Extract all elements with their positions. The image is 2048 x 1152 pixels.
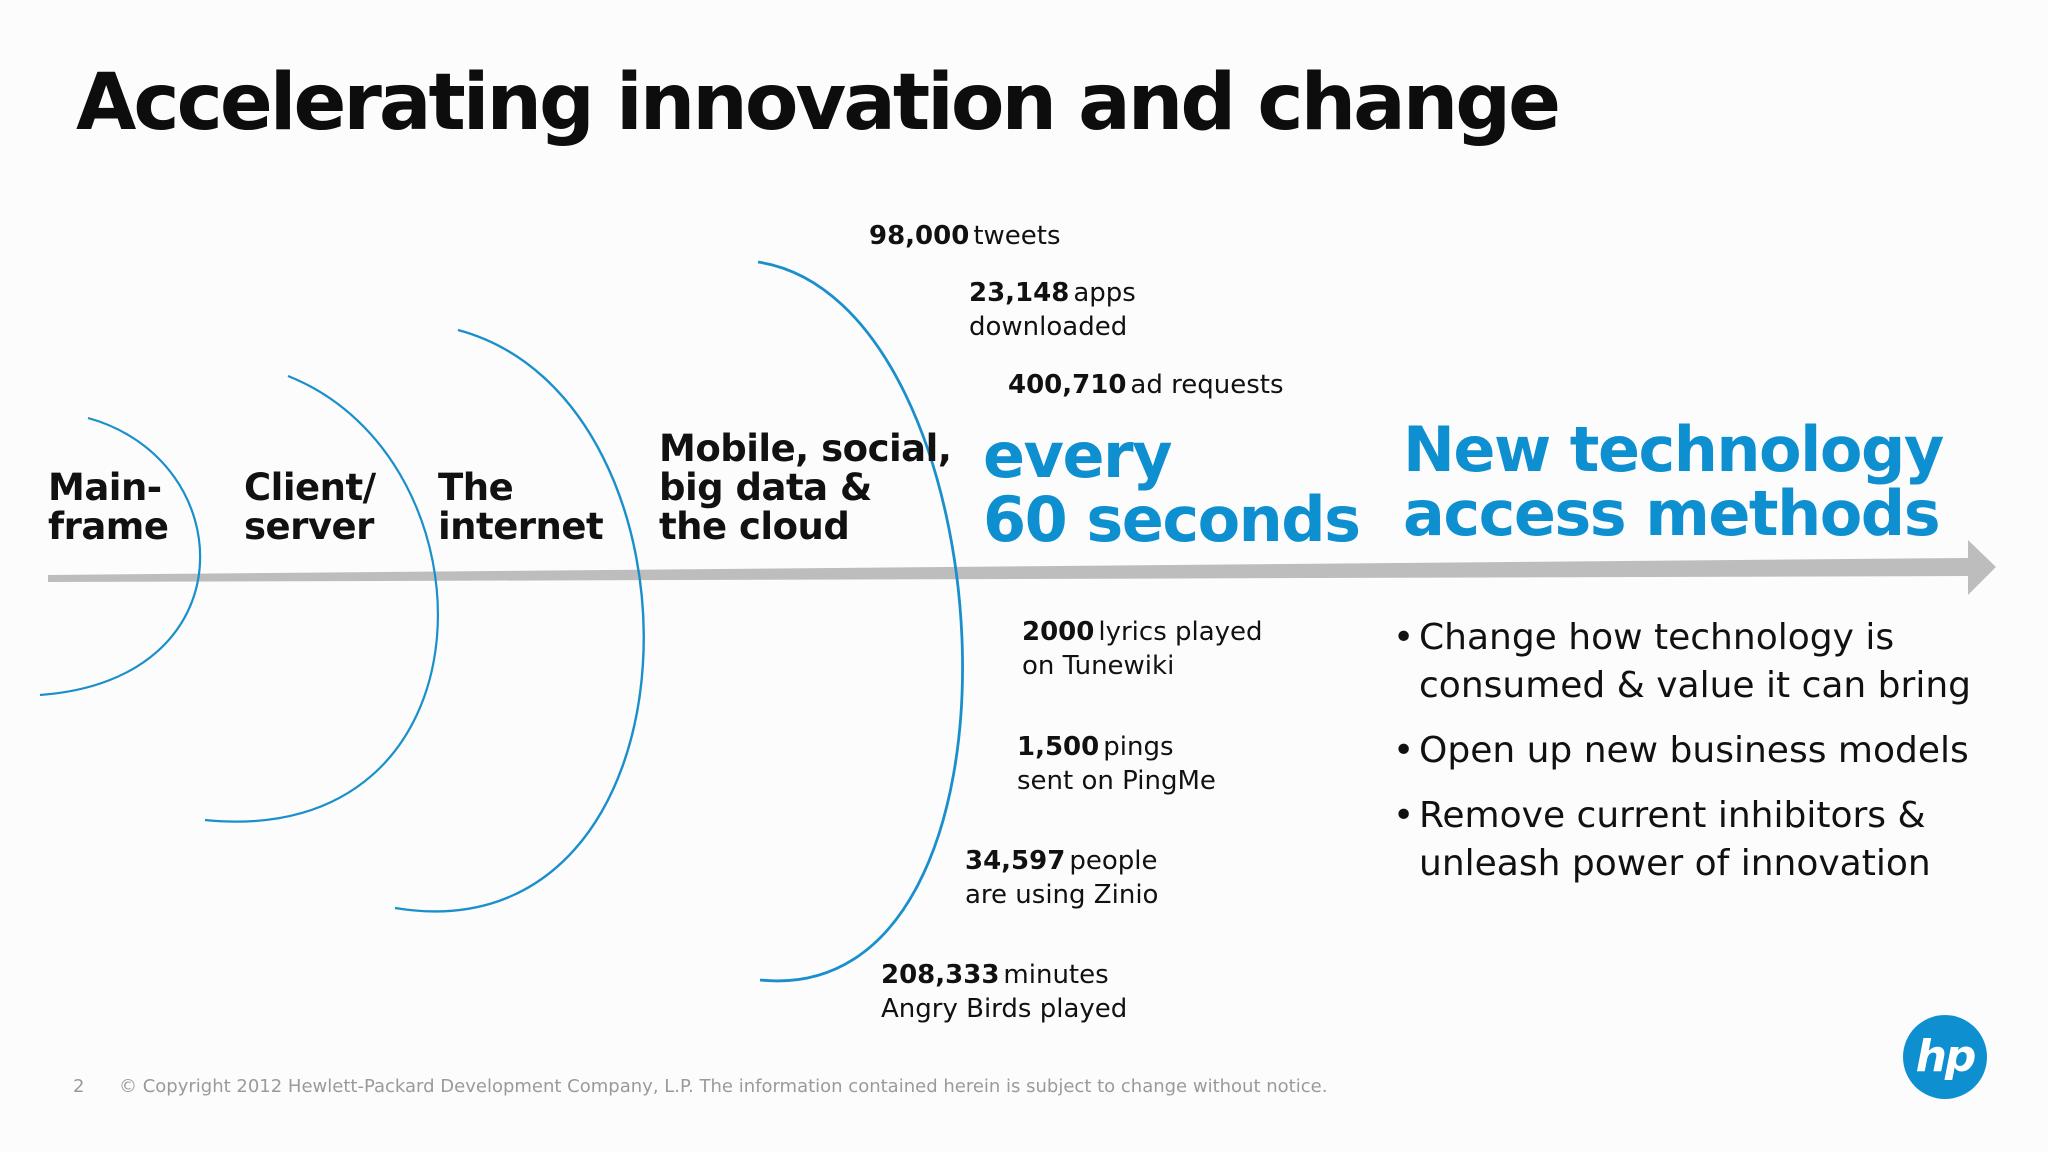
- stat-value: 34,597: [965, 846, 1066, 876]
- new-tech-line1: New technology: [1403, 413, 1944, 486]
- stat-label: pings: [1103, 732, 1174, 762]
- stat-label: apps: [1073, 278, 1136, 308]
- copyright-notice: © Copyright 2012 Hewlett-Packard Develop…: [119, 1076, 1328, 1097]
- stat-lyrics: 2000 lyrics played on Tunewiki: [1022, 615, 1263, 683]
- bullet-text: Open up new business models: [1419, 730, 1969, 771]
- stat-label-line2: are using Zinio: [965, 880, 1159, 910]
- stat-value: 98,000: [869, 221, 970, 251]
- hp-logo: hp: [1903, 1015, 1987, 1099]
- stat-label-line2: downloaded: [969, 312, 1128, 342]
- arc-internet: [394, 328, 645, 913]
- arc-client-server: [204, 374, 439, 823]
- every-line2: 60 seconds: [983, 483, 1361, 556]
- page-number: 2: [73, 1076, 85, 1097]
- stat-value: 1,500: [1017, 732, 1100, 762]
- bullet-glyph: •: [1393, 795, 1415, 836]
- stat-tweets: 98,000 tweets: [869, 219, 1061, 253]
- stat-ad-requests: 400,710 ad requests: [1008, 368, 1284, 402]
- benefits-list: • Change how technology is consumed & val…: [1393, 614, 1979, 905]
- list-item: • Remove current inhibitors & unleash pow…: [1393, 792, 1979, 888]
- era-mainframe: Main- frame: [48, 466, 169, 548]
- stat-zinio: 34,597 people are using Zinio: [965, 844, 1158, 912]
- stat-label: people: [1069, 846, 1158, 876]
- stat-value: 2000: [1022, 617, 1095, 647]
- stat-label: minutes: [1003, 960, 1109, 990]
- list-item: • Change how technology is consumed & val…: [1393, 614, 1979, 710]
- stat-pings: 1,500 pings sent on PingMe: [1017, 730, 1216, 798]
- arc-cloud: [757, 260, 964, 983]
- stat-label: tweets: [973, 221, 1061, 251]
- every-line1: every: [983, 419, 1173, 492]
- stat-angry-birds: 208,333 minutes Angry Birds played: [881, 958, 1127, 1026]
- bullet-text: Remove current inhibitors & unleash powe…: [1419, 795, 1931, 884]
- stat-label: lyrics played: [1098, 617, 1263, 647]
- stat-label-line2: sent on PingMe: [1017, 766, 1216, 796]
- timeline-arrow: [48, 540, 1996, 595]
- era-internet: The internet: [438, 466, 604, 548]
- era-mobile-cloud: Mobile, social, big data & the cloud: [659, 427, 952, 548]
- hp-logo-text: hp: [1916, 1031, 1975, 1082]
- new-tech-line2: access methods: [1403, 477, 1941, 550]
- list-item: • Open up new business models: [1393, 727, 1979, 775]
- bullet-glyph: •: [1393, 730, 1415, 771]
- stat-apps: 23,148 apps downloaded: [969, 276, 1136, 344]
- bullet-text: Change how technology is consumed & valu…: [1419, 617, 1972, 706]
- stat-value: 400,710: [1008, 370, 1127, 400]
- new-technology-heading: New technology access methods: [1403, 413, 1944, 550]
- stat-label: ad requests: [1130, 370, 1284, 400]
- stat-value: 23,148: [969, 278, 1070, 308]
- slide-title: Accelerating innovation and change: [76, 58, 1561, 148]
- arc-mainframe: [39, 416, 202, 697]
- stat-label-line2: Angry Birds played: [881, 994, 1128, 1024]
- era-client-server: Client/ server: [244, 466, 376, 548]
- stat-value: 208,333: [881, 960, 1000, 990]
- bullet-glyph: •: [1393, 617, 1415, 658]
- stat-label-line2: on Tunewiki: [1022, 651, 1175, 681]
- every-60-seconds: every 60 seconds: [983, 419, 1361, 556]
